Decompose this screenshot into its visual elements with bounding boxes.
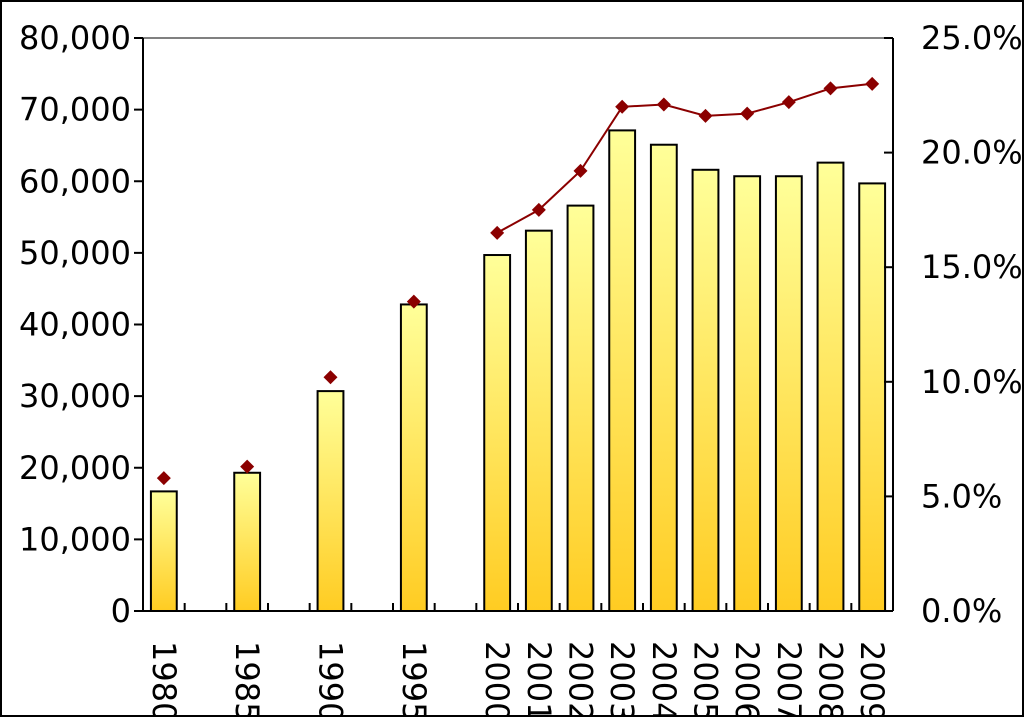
point-2005 bbox=[698, 108, 713, 123]
bar-1985 bbox=[233, 471, 262, 613]
point-2004 bbox=[656, 97, 671, 112]
tick-labels: 0 10,000 20,000 30,000 40,000 50,000 60,000 70,… bbox=[19, 19, 1022, 715]
x-tick-label: 1995 bbox=[395, 641, 433, 715]
y2-tick-label: 20.0% bbox=[921, 134, 1022, 172]
bar-series bbox=[149, 129, 887, 613]
bar-2006 bbox=[733, 175, 762, 613]
axes bbox=[134, 37, 894, 612]
x-tick-label: 1980 bbox=[145, 641, 183, 715]
y2-tick-label: 5.0% bbox=[921, 477, 1002, 515]
y2-tick-label: 25.0% bbox=[921, 19, 1022, 57]
x-tick-label: 2006 bbox=[728, 641, 766, 715]
bar-2000 bbox=[483, 254, 512, 612]
point-2002 bbox=[573, 163, 588, 178]
bar-2004 bbox=[649, 143, 678, 612]
y-tick-label: 70,000 bbox=[19, 91, 131, 129]
x-tick-label: 1985 bbox=[228, 641, 266, 715]
line-series bbox=[156, 76, 880, 486]
point-2007 bbox=[781, 95, 796, 110]
point-1995 bbox=[406, 294, 421, 309]
point-2000 bbox=[490, 225, 505, 240]
bar-2008 bbox=[816, 161, 845, 612]
bar-1980 bbox=[149, 490, 178, 613]
x-tick-label: 2001 bbox=[520, 641, 558, 715]
bar-2001 bbox=[524, 229, 553, 612]
bar-1990 bbox=[316, 390, 345, 612]
point-1990 bbox=[323, 370, 338, 385]
bar-2002 bbox=[566, 204, 595, 612]
y-tick-label: 30,000 bbox=[19, 377, 131, 415]
percentage-line bbox=[496, 82, 873, 234]
y-tick-label: 10,000 bbox=[19, 520, 131, 558]
y-tick-label: 20,000 bbox=[19, 449, 131, 487]
point-2001 bbox=[531, 202, 546, 217]
point-1980 bbox=[156, 471, 171, 486]
y2-tick-label: 10.0% bbox=[921, 363, 1022, 401]
x-tick-label: 2007 bbox=[770, 641, 808, 715]
point-2009 bbox=[865, 76, 880, 91]
y-tick-label: 40,000 bbox=[19, 306, 131, 344]
x-tick-label: 2005 bbox=[687, 641, 725, 715]
y-tick-label: 80,000 bbox=[19, 19, 131, 57]
bar-2009 bbox=[858, 182, 887, 612]
point-1985 bbox=[240, 459, 255, 474]
x-tick-label: 2008 bbox=[812, 641, 850, 715]
x-tick-label: 2004 bbox=[645, 641, 683, 715]
x-tick-label: 2002 bbox=[562, 641, 600, 715]
bar-2005 bbox=[691, 168, 720, 612]
y-tick-label: 0 bbox=[111, 592, 131, 630]
y-tick-label: 60,000 bbox=[19, 162, 131, 200]
y2-tick-label: 15.0% bbox=[921, 248, 1022, 286]
x-tick-label: 2000 bbox=[478, 641, 516, 715]
bar-2003 bbox=[608, 129, 637, 613]
x-tick-label: 1990 bbox=[312, 641, 350, 715]
point-2008 bbox=[823, 81, 838, 96]
bar-1995 bbox=[399, 303, 428, 612]
point-2003 bbox=[615, 99, 630, 114]
bar-2007 bbox=[774, 175, 803, 613]
y2-tick-label: 0.0% bbox=[921, 592, 1002, 630]
x-tick-label: 2009 bbox=[853, 641, 891, 715]
y-tick-label: 50,000 bbox=[19, 234, 131, 272]
point-2006 bbox=[740, 106, 755, 121]
x-tick-label: 2003 bbox=[603, 641, 641, 715]
